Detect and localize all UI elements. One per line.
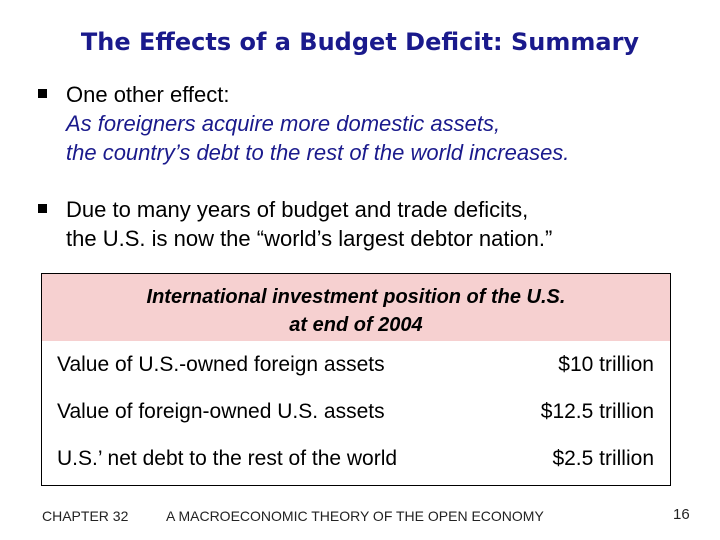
caption-line: at end of 2004: [289, 314, 423, 336]
row-value: $12.5 trillion: [540, 400, 654, 423]
bullet-line: Due to many years of budget and trade de…: [66, 197, 529, 222]
row-value: $10 trillion: [558, 353, 654, 376]
footer-chapter: CHAPTER 32: [42, 508, 129, 524]
investment-position-table: International investment position of the…: [41, 273, 671, 486]
bullet-lead: One other effect:: [66, 82, 230, 107]
emphasis-line: As foreigners acquire more domestic asse…: [66, 111, 501, 136]
table-row: Value of U.S.-owned foreign assets $10 t…: [42, 341, 670, 388]
bullet-debtor-nation: Due to many years of budget and trade de…: [38, 195, 698, 253]
bullet-line: the U.S. is now the “world’s largest deb…: [66, 226, 553, 251]
table-caption: International investment position of the…: [42, 283, 670, 339]
footer-course-title: A MACROECONOMIC THEORY OF THE OPEN ECONO…: [166, 508, 544, 524]
table-row: Value of foreign-owned U.S. assets $12.5…: [42, 388, 670, 435]
page-number: 16: [673, 506, 690, 523]
bullet-one-other-effect: One other effect: As foreigners acquire …: [38, 80, 698, 167]
table-row: U.S.’ net debt to the rest of the world …: [42, 435, 670, 482]
row-label: U.S.’ net debt to the rest of the world: [57, 447, 398, 470]
bullet-text: One other effect: As foreigners acquire …: [66, 80, 698, 167]
row-value: $2.5 trillion: [552, 447, 654, 470]
square-bullet-icon: [38, 204, 47, 213]
bullet-text: Due to many years of budget and trade de…: [66, 195, 698, 253]
table-body: Value of U.S.-owned foreign assets $10 t…: [42, 341, 670, 485]
square-bullet-icon: [38, 89, 47, 98]
row-label: Value of foreign-owned U.S. assets: [57, 400, 385, 423]
emphasis-line: the country’s debt to the rest of the wo…: [66, 140, 570, 165]
slide-title: The Effects of a Budget Deficit: Summary: [80, 28, 640, 56]
caption-line: International investment position of the…: [146, 286, 566, 308]
row-label: Value of U.S.-owned foreign assets: [57, 353, 385, 376]
